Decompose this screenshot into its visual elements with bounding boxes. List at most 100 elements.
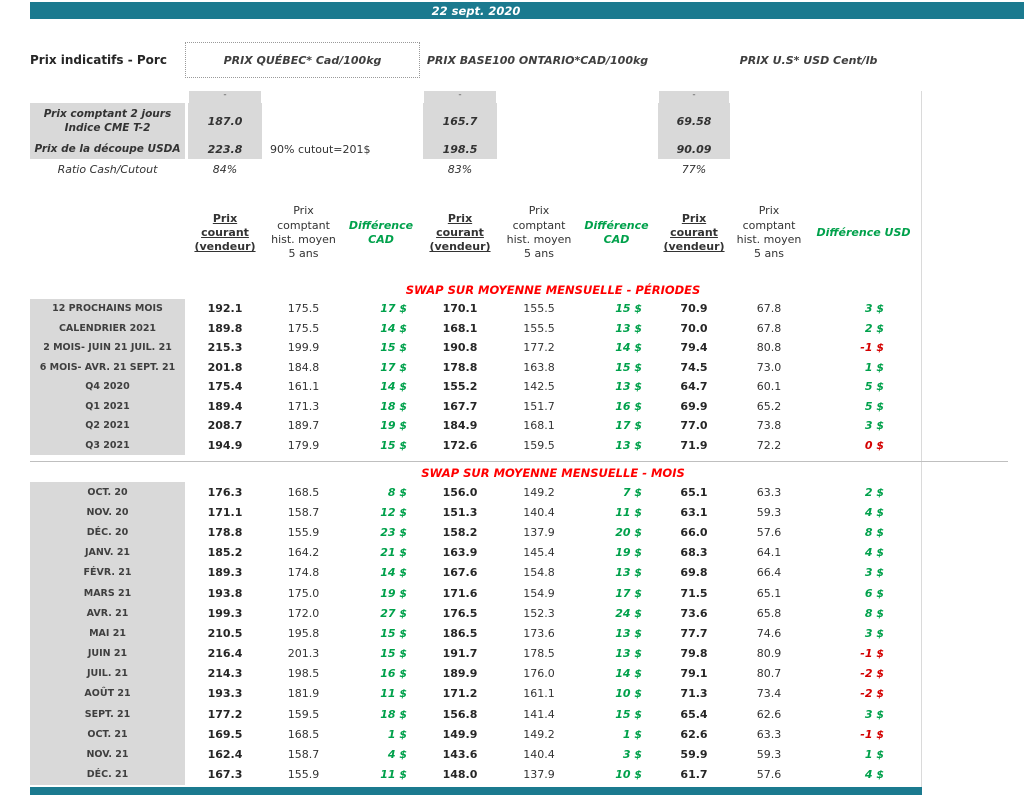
price-hist-cell: 149.2 [523, 727, 555, 741]
price-current-cell: 199.3 [207, 606, 243, 620]
price-current-cell: 62.6 [680, 727, 708, 741]
price-current-cell: 189.4 [207, 399, 243, 413]
col-header-hist-quebec: Prix comptant hist. moyen 5 ans [271, 204, 336, 261]
price-hist-cell: 73.4 [756, 687, 782, 701]
table-row: 6 MOIS- AVR. 21 SEPT. 21 201.8 184.8 17 $ 17… [30, 357, 921, 377]
table-row: AOÛT 21 193.3 181.9 11 $ 171.2 161.1 10 $ 71.3 7… [30, 683, 921, 705]
table-row: Q2 2021 208.7 189.7 19 $ 184.9 168.1 17 $ 77.0 7… [30, 416, 921, 436]
price-current-cell: 167.6 [442, 566, 478, 580]
table-row: JUIN 21 216.4 201.3 15 $ 191.7 178.5 13 $ 79.8 8… [30, 643, 921, 664]
price-hist-cell: 140.4 [523, 748, 555, 762]
price-current-cell: 208.7 [207, 419, 243, 433]
price-hist-cell: 73.8 [756, 419, 782, 433]
diff-cell: 4 $ [864, 546, 884, 560]
price-current-cell: 71.3 [680, 687, 708, 701]
summary-label-cme: Prix comptant 2 jours Indice CME T-2 [30, 103, 185, 140]
diff-cell: 4 $ [864, 505, 884, 519]
price-current-cell: 156.8 [442, 707, 478, 721]
diff-cell: 1 $ [864, 748, 884, 762]
price-current-cell: 189.9 [442, 667, 478, 681]
diff-cell: 18 $ [380, 399, 407, 413]
price-hist-cell: 57.6 [756, 525, 782, 539]
table-row: DÉC. 21 167.3 155.9 11 $ 148.0 137.9 10 $ 61.7 5… [30, 764, 921, 785]
price-hist-cell: 195.8 [287, 626, 320, 640]
price-current-cell: 176.5 [442, 606, 478, 620]
summary-row-cme: Prix comptant 2 jours Indice CME T-2 187… [30, 103, 921, 140]
diff-cell: 16 $ [380, 667, 407, 681]
diff-cell: 5 $ [864, 399, 884, 413]
price-current-cell: 191.7 [442, 647, 478, 661]
price-current-cell: 79.4 [680, 341, 708, 355]
price-hist-cell: 198.5 [287, 667, 320, 681]
diff-cell: 24 $ [615, 606, 642, 620]
diff-cell: 19 $ [615, 546, 642, 560]
diff-cell: 11 $ [615, 505, 642, 519]
report-date: 22 sept. 2020 [431, 3, 521, 18]
summary-row-ratio: Ratio Cash/Cutout 84% 83% 77% [30, 159, 921, 179]
col-header-current-us: Prix courant (vendeur) [663, 211, 725, 254]
price-current-cell: 61.7 [680, 768, 708, 782]
diff-cell: 3 $ [864, 707, 884, 721]
row-label: JUIN 21 [30, 643, 185, 664]
price-current-cell: 158.2 [442, 525, 478, 539]
price-hist-cell: 155.5 [523, 302, 555, 316]
price-current-cell: 70.9 [680, 302, 708, 316]
price-current-cell: 216.4 [207, 647, 243, 661]
diff-cell: 14 $ [615, 341, 642, 355]
table-row: Q4 2020 175.4 161.1 14 $ 155.2 142.5 13 $ 64.7 6… [30, 377, 921, 397]
col-header-hist-ontario: Prix comptant hist. moyen 5 ans [506, 204, 572, 261]
price-hist-cell: 176.0 [523, 667, 555, 681]
price-hist-cell: 199.9 [287, 341, 320, 355]
price-current-cell: 65.1 [680, 485, 708, 499]
price-hist-cell: 154.9 [523, 586, 555, 600]
diff-cell: 10 $ [615, 687, 642, 701]
price-hist-cell: 73.0 [756, 360, 782, 374]
diff-cell: 17 $ [615, 419, 642, 433]
price-hist-cell: 179.9 [287, 438, 320, 452]
diff-cell: -2 $ [860, 687, 884, 701]
summary-row-usda: Prix de la découpe USDA 223.8 90% cutout… [30, 140, 921, 159]
price-current-cell: 167.7 [442, 399, 478, 413]
diff-cell: -1 $ [860, 727, 884, 741]
diff-cell: 5 $ [864, 380, 884, 394]
col-header-hist-us: Prix comptant hist. moyen 5 ans [736, 204, 802, 261]
diff-cell: 1 $ [387, 727, 407, 741]
diff-cell: 14 $ [615, 667, 642, 681]
col-header-diff-cad-ontario: Différence CAD [584, 218, 649, 246]
placeholder-cell-ontario: - [424, 91, 496, 103]
price-current-cell: 71.5 [680, 586, 708, 600]
price-hist-cell: 155.5 [523, 321, 555, 335]
table-row: 12 PROCHAINS MOIS 192.1 175.5 17 $ 170.1 155.… [30, 299, 921, 319]
diff-cell: 15 $ [380, 626, 407, 640]
diff-cell: -2 $ [860, 667, 884, 681]
price-current-cell: 186.5 [442, 626, 478, 640]
price-hist-cell: 177.2 [523, 341, 555, 355]
placeholder-row: - - - [30, 91, 921, 103]
price-current-cell: 171.6 [442, 586, 478, 600]
summary-value-cme-quebec: 187.0 [188, 103, 262, 140]
price-current-cell: 189.8 [207, 321, 243, 335]
section-title: SWAP SUR MOYENNE MENSUELLE - PÉRIODES [405, 283, 701, 297]
price-current-cell: 192.1 [207, 302, 243, 316]
col-header-current-quebec: Prix courant (vendeur) [194, 211, 256, 254]
diff-cell: 3 $ [864, 566, 884, 580]
price-hist-cell: 149.2 [523, 485, 555, 499]
price-current-cell: 148.0 [442, 768, 478, 782]
price-current-cell: 177.2 [207, 707, 243, 721]
diff-cell: 15 $ [615, 360, 642, 374]
price-hist-cell: 159.5 [287, 707, 320, 721]
price-hist-cell: 57.6 [756, 768, 782, 782]
price-hist-cell: 168.5 [287, 727, 320, 741]
price-current-cell: 176.3 [207, 485, 243, 499]
price-hist-cell: 142.5 [523, 380, 555, 394]
diff-cell: 0 $ [864, 438, 884, 452]
section-title: SWAP SUR MOYENNE MENSUELLE - MOIS [421, 466, 685, 480]
price-hist-cell: 63.3 [756, 727, 782, 741]
price-hist-cell: 65.8 [756, 606, 782, 620]
row-label: OCT. 20 [30, 482, 185, 503]
price-hist-cell: 158.7 [287, 505, 320, 519]
price-current-cell: 77.7 [680, 626, 708, 640]
table-row: 2 MOIS- JUIN 21 JUIL. 21 215.3 199.9 15 $ 19… [30, 338, 921, 358]
price-hist-cell: 63.3 [756, 485, 782, 499]
price-current-cell: 66.0 [680, 525, 708, 539]
